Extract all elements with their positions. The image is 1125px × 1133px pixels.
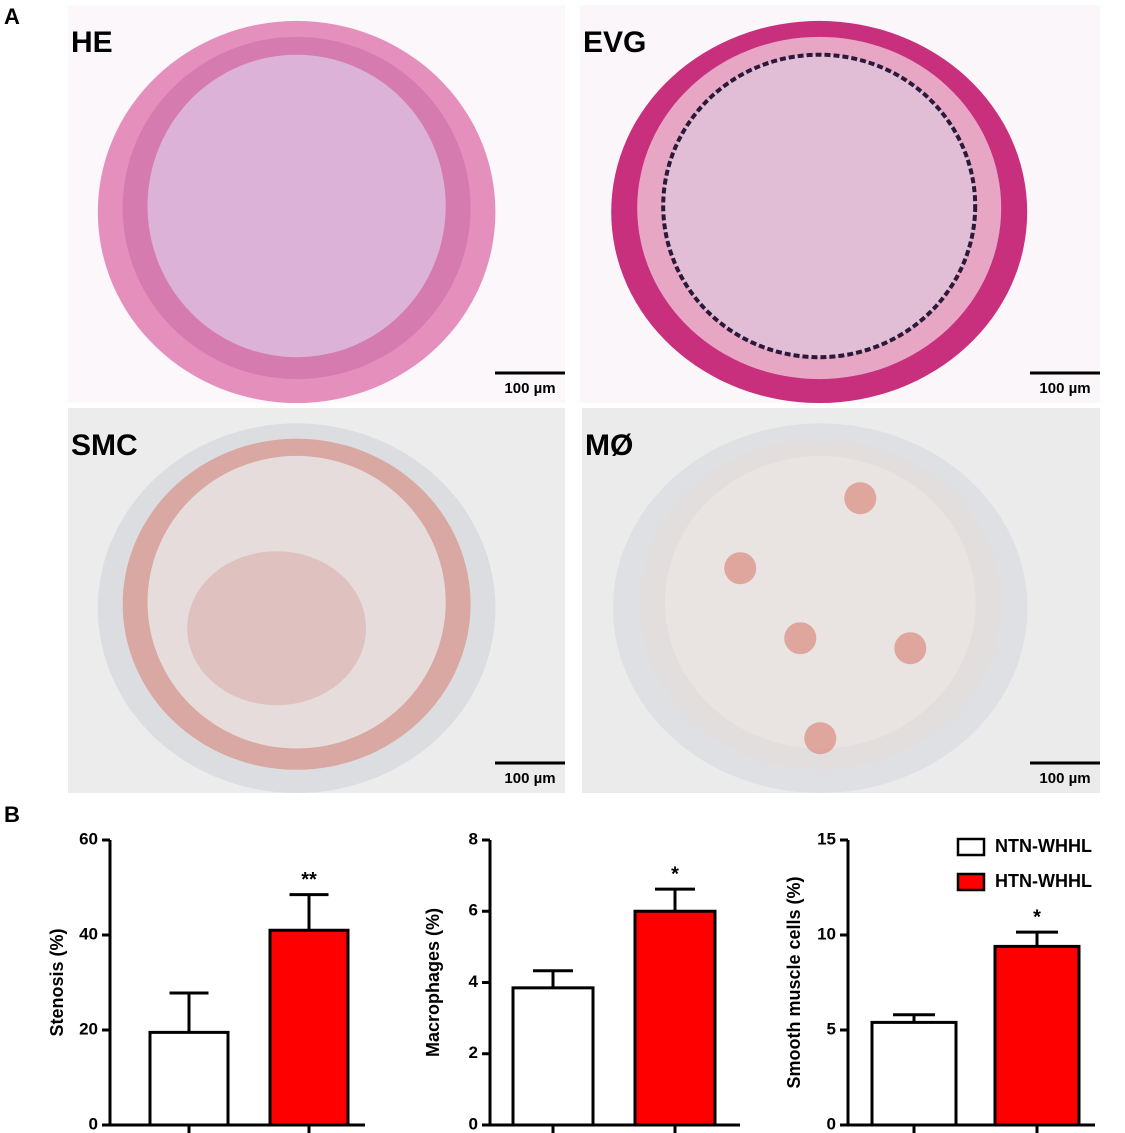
vessel-lumen [664,455,976,749]
y-tick-label: 8 [469,829,478,848]
label-backdrop [68,423,153,473]
micrograph [582,408,1100,793]
y-tick-label: 20 [79,1019,98,1038]
scale-bar-label: 100 µm [504,380,555,397]
micrograph [580,5,1100,403]
micrograph-label: MØ [585,429,633,462]
significance-marker: * [671,863,679,885]
panel-label: B [4,802,20,827]
legend-swatch [956,872,986,892]
micrograph-label: SMC [71,429,138,462]
scale-bar-label: 100 µm [504,770,555,787]
stain-spot [784,622,817,655]
y-axis-label: Smooth muscle cells (%) [784,876,804,1088]
scale-bar-label: 100 µm [1039,770,1090,787]
stain-spot [804,722,837,755]
y-tick-label: 6 [469,901,478,920]
significance-marker: * [1033,906,1041,928]
micrograph [68,408,565,793]
label-backdrop [68,20,153,70]
y-axis-label: Stenosis (%) [47,928,67,1036]
stain-spot [844,482,877,515]
y-tick-label: 0 [469,1114,478,1133]
y-tick-label: 5 [827,1019,836,1038]
stain-spot [894,632,927,665]
panel-label: A [4,4,20,29]
significance-marker: ** [301,869,317,891]
stain-spot [187,551,367,706]
y-tick-label: 60 [79,829,98,848]
y-tick-label: 4 [469,972,479,991]
label-backdrop [582,423,667,473]
vessel-lumen [661,52,978,360]
stain-spot [724,552,757,585]
bar [870,1020,958,1127]
y-tick-label: 2 [469,1043,478,1062]
vessel-lumen [147,54,446,358]
bar [993,944,1081,1127]
y-tick-label: 0 [827,1114,836,1133]
micrograph-label: EVG [583,26,646,59]
legend-label: NTN-WHHL [995,836,1092,856]
micrograph [68,5,565,403]
y-tick-label: 15 [817,829,836,848]
bar [268,928,350,1127]
micrograph-label: HE [71,26,113,59]
bar [148,1030,230,1127]
y-axis-label: Macrophages (%) [423,908,443,1057]
y-tick-label: 40 [79,924,98,943]
y-tick-label: 10 [817,924,836,943]
legend-label: HTN-WHHL [995,871,1092,891]
legend-swatch [956,837,986,857]
bar [511,986,595,1127]
bar [633,909,717,1127]
scale-bar-label: 100 µm [1039,380,1090,397]
label-backdrop [580,20,665,70]
y-tick-label: 0 [89,1114,98,1133]
